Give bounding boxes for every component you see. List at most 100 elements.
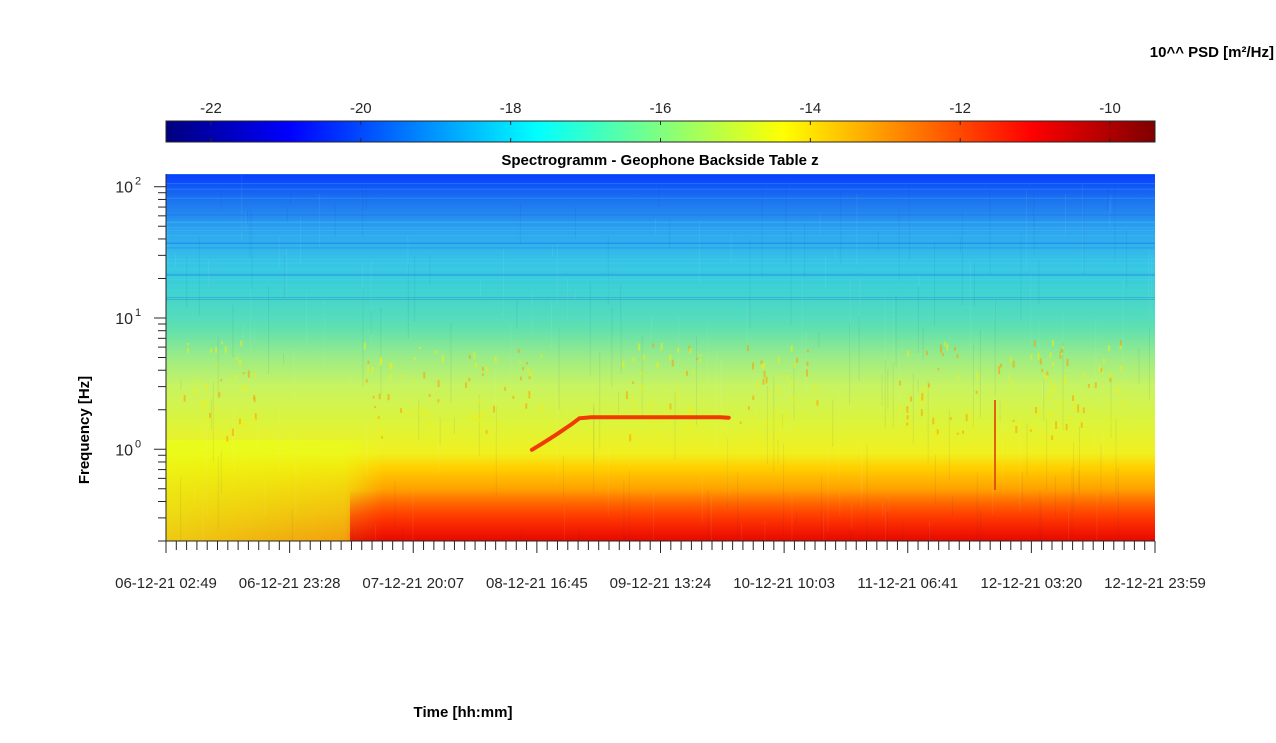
burst-dot	[414, 357, 417, 360]
burst-dot	[1004, 401, 1007, 405]
colorbar-ticks: -22 -20 -18 -16 -14 -12 -10	[200, 100, 1121, 142]
burst-dot	[1091, 408, 1094, 414]
noise-streak	[677, 314, 679, 370]
noise-line	[166, 197, 1155, 199]
noise-streak	[1071, 467, 1073, 535]
noise-streak	[892, 296, 894, 373]
burst-dot	[226, 436, 229, 442]
noise-streak	[976, 472, 978, 541]
noise-streak	[450, 322, 452, 403]
burst-dot	[1120, 365, 1123, 371]
burst-dot	[1046, 371, 1049, 376]
noise-streak	[791, 494, 793, 541]
noise-streak	[964, 531, 966, 541]
burst-dot	[975, 390, 978, 394]
noise-streak	[556, 398, 558, 484]
burst-dot	[209, 412, 212, 418]
burst-dot	[253, 395, 256, 400]
noise-streak	[674, 391, 676, 460]
burst-dot	[1009, 356, 1012, 363]
noise-streak	[928, 527, 930, 541]
noise-streak	[1083, 178, 1085, 274]
burst-dot	[1051, 339, 1054, 347]
x-tick-label: 11-12-21 06:41	[857, 575, 958, 592]
burst-dot	[781, 418, 784, 426]
noise-streak	[1002, 423, 1004, 485]
burst-dot	[379, 359, 382, 366]
noise-streak	[210, 399, 212, 430]
burst-dot	[941, 352, 944, 357]
colorbar-tick-label: -10	[1099, 100, 1121, 117]
noise-streak	[599, 352, 601, 449]
burst-dot	[970, 428, 973, 435]
noise-streak	[1020, 233, 1022, 320]
burst-dot	[253, 397, 256, 403]
noise-streak	[531, 289, 533, 335]
noise-streak	[741, 523, 743, 541]
burst-dot	[1048, 393, 1051, 401]
noise-streak	[839, 490, 841, 517]
noise-streak	[859, 278, 861, 328]
noise-streak	[999, 401, 1001, 422]
noise-streak	[881, 374, 883, 407]
noise-streak	[701, 474, 703, 524]
noise-streak	[898, 353, 900, 426]
burst-dot	[664, 407, 667, 411]
noise-line	[166, 174, 1155, 176]
y-tick-label: 10	[115, 180, 133, 197]
noise-streak	[819, 211, 821, 237]
noise-streak	[727, 411, 729, 503]
noise-streak	[174, 253, 176, 267]
burst-dot	[254, 413, 257, 421]
noise-streak	[805, 332, 807, 392]
noise-streak	[574, 207, 576, 239]
noise-streak	[370, 310, 372, 334]
noise-streak	[928, 521, 930, 541]
noise-streak	[306, 292, 308, 346]
burst-dot	[689, 347, 692, 354]
noise-streak	[166, 442, 168, 489]
noise-streak	[669, 218, 671, 248]
burst-dot	[906, 415, 909, 420]
noise-streak	[412, 488, 414, 541]
noise-streak	[1100, 444, 1102, 505]
noise-streak	[804, 223, 806, 279]
noise-streak	[1043, 379, 1045, 421]
burst-dot	[796, 430, 799, 434]
burst-dot	[675, 393, 678, 401]
noise-line	[166, 182, 1155, 184]
burst-dot	[540, 404, 543, 408]
noise-line	[166, 247, 1155, 249]
burst-dot	[762, 362, 765, 370]
noise-streak	[1026, 422, 1028, 478]
noise-streak	[761, 186, 763, 277]
burst-dot	[650, 400, 653, 409]
noise-streak	[858, 316, 860, 382]
burst-dot	[696, 357, 699, 360]
noise-streak	[299, 216, 301, 264]
y-axis-label: Frequency [Hz]	[76, 376, 93, 484]
noise-streak	[286, 206, 288, 223]
noise-line	[166, 242, 1155, 244]
noise-streak	[494, 369, 496, 435]
burst-dot	[936, 429, 939, 435]
burst-dot	[638, 343, 641, 351]
noise-streak	[319, 193, 321, 247]
burst-dot	[760, 360, 763, 365]
noise-streak	[607, 447, 609, 516]
noise-line	[166, 214, 1155, 216]
noise-line	[166, 181, 1155, 183]
noise-streak	[918, 275, 920, 287]
burst-dot	[1041, 368, 1044, 372]
burst-dot	[1037, 352, 1040, 361]
noise-streak	[1040, 500, 1042, 541]
burst-dot	[1030, 354, 1033, 360]
burst-dot	[1119, 345, 1122, 350]
noise-streak	[402, 526, 404, 541]
burst-dot	[806, 349, 809, 353]
burst-dot	[1049, 379, 1052, 387]
noise-streak	[516, 300, 518, 329]
burst-dot	[1064, 375, 1067, 381]
burst-dot	[777, 434, 780, 440]
burst-dot	[786, 374, 789, 382]
